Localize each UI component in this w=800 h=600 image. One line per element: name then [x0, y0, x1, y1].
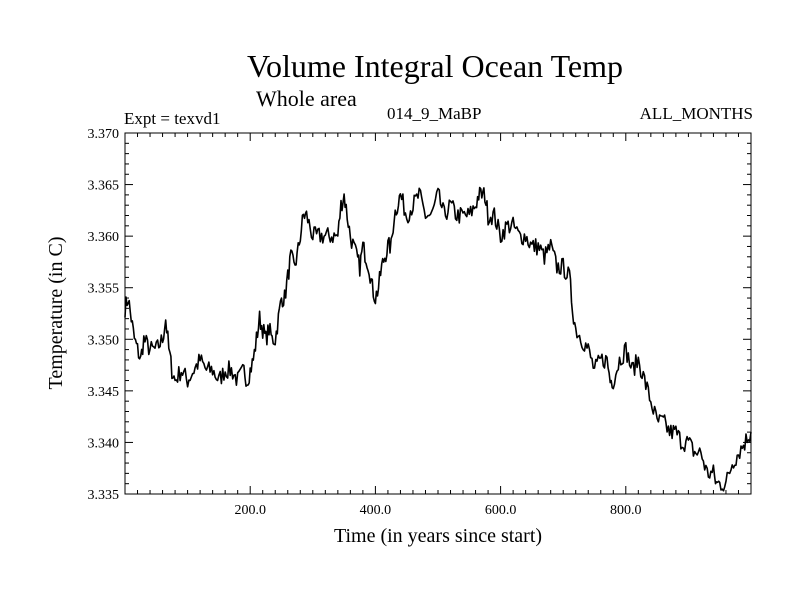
y-tick-label: 3.360 — [88, 230, 120, 245]
y-tick-label: 3.355 — [88, 282, 120, 297]
x-tick-label: 800.0 — [610, 503, 642, 518]
case-label: 014_9_MaBP — [387, 104, 482, 123]
axis-ticks — [125, 132, 751, 495]
y-tick-label: 3.350 — [88, 333, 120, 348]
y-tick-label: 3.365 — [88, 179, 120, 194]
chart-title: Volume Integral Ocean Temp — [246, 48, 623, 84]
y-tick-label: 3.370 — [88, 127, 120, 142]
x-tick-label: 200.0 — [234, 503, 266, 518]
x-tick-label: 600.0 — [485, 503, 517, 518]
experiment-label: Expt = texvd1 — [124, 109, 221, 128]
y-tick-label: 3.340 — [88, 436, 120, 451]
y-tick-label: 3.335 — [88, 488, 120, 503]
tick-labels: 3.335 3.340 3.345 3.350 3.355 3.360 3.365 3.370… — [88, 127, 642, 518]
months-label: ALL_MONTHS — [639, 104, 753, 123]
x-tick-label: 400.0 — [360, 503, 392, 518]
x-axis-label: Time (in years since start) — [333, 525, 543, 547]
plot-frame — [124, 132, 752, 495]
chart-subtitle: Whole area — [256, 86, 357, 111]
temperature-series-line — [124, 186, 752, 492]
y-axis-label: Temperature (in C) — [45, 236, 67, 390]
y-tick-label: 3.345 — [88, 385, 120, 400]
